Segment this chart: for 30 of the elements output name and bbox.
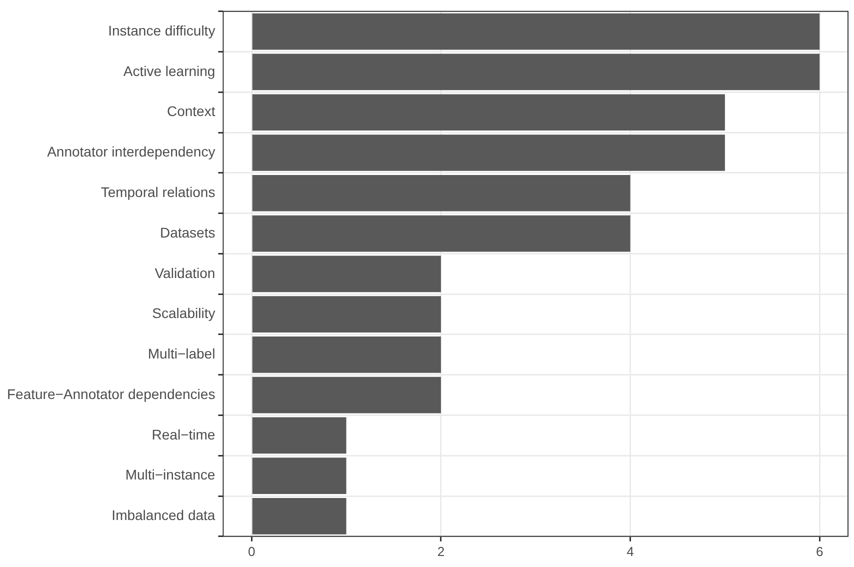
bar (252, 296, 441, 332)
y-tick-label: Annotator interdependency (47, 144, 216, 160)
bar (252, 94, 725, 131)
bar (252, 498, 346, 534)
x-tick-label: 0 (248, 544, 256, 559)
bar (252, 376, 441, 414)
y-tick-label: Datasets (160, 224, 216, 240)
y-tick-label: Context (166, 103, 216, 120)
bar (252, 13, 820, 50)
bar (252, 134, 725, 171)
bar (252, 458, 346, 494)
y-tick-label: Real−time (152, 426, 216, 442)
y-tick-label: Feature−Annotator dependencies (6, 386, 216, 402)
y-tick-label: Multi−label (148, 346, 216, 362)
x-tick-label: 4 (626, 544, 634, 559)
y-tick-label: Active learning (123, 62, 216, 79)
bar (252, 417, 346, 454)
y-tick-label: Multi−instance (125, 466, 216, 483)
bar (252, 215, 630, 252)
bar (252, 256, 441, 292)
y-tick-label: Imbalanced data (112, 507, 216, 524)
y-tick-label: Validation (154, 264, 216, 281)
y-tick-label: Instance difficulty (108, 22, 216, 38)
y-tick-label: Temporal relations (100, 184, 216, 200)
bar (252, 174, 630, 212)
x-tick-label: 2 (437, 544, 445, 559)
bar (252, 54, 820, 90)
x-tick-label: 6 (816, 544, 824, 559)
y-tick-label: Scalability (152, 305, 216, 322)
bar (252, 336, 441, 373)
